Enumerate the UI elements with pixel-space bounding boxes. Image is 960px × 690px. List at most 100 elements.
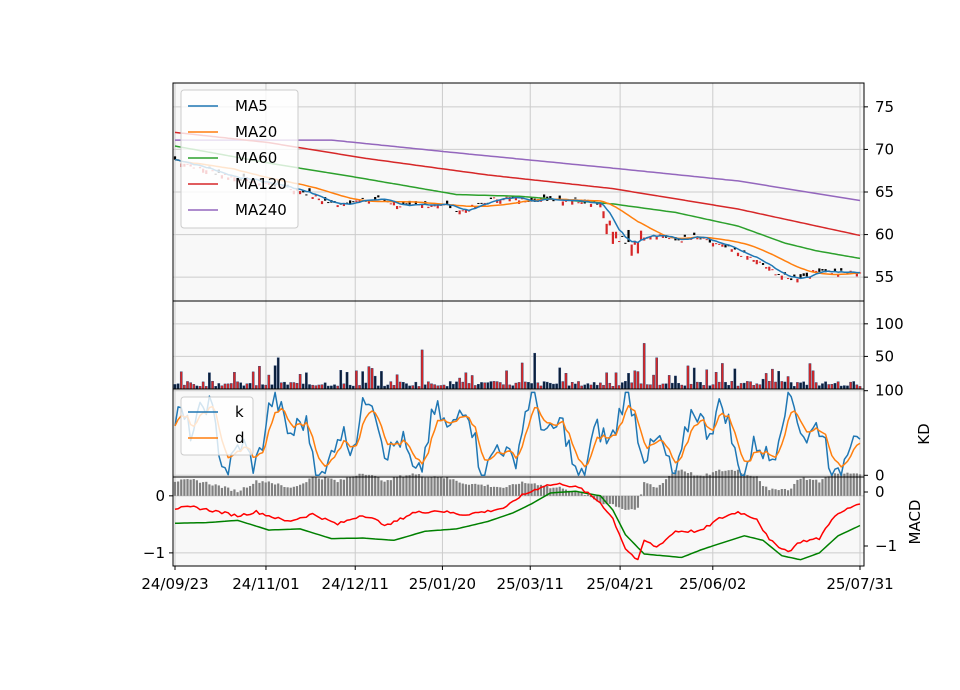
candle-205 — [815, 270, 818, 272]
candle-42 — [305, 194, 308, 196]
volume-bar-141 — [614, 372, 618, 390]
candle-198 — [793, 274, 796, 277]
volume-bar-116 — [536, 382, 540, 390]
legend-label-ma60: MA60 — [235, 149, 277, 167]
candle-174 — [718, 243, 721, 245]
candle-62 — [367, 200, 371, 204]
volume-bar-106 — [505, 370, 508, 390]
volume-bar-147 — [633, 370, 637, 390]
volume-panel-bg — [173, 301, 864, 389]
macd-hist-148 — [636, 495, 640, 508]
macd-hist-60 — [361, 473, 364, 496]
candle-171 — [708, 239, 711, 243]
macd-hist-168 — [699, 475, 702, 496]
candle-124 — [561, 201, 564, 206]
candle-149 — [639, 230, 643, 241]
candle-52 — [336, 205, 339, 208]
candle-121 — [552, 199, 555, 202]
volume-bar-25 — [251, 371, 255, 390]
macd-hist-151 — [646, 483, 649, 496]
volume-bar-29 — [264, 384, 268, 390]
macd-hist-201 — [802, 477, 805, 496]
macd-hist-176 — [724, 470, 727, 496]
volume-bar-125 — [564, 373, 568, 390]
price-ytick-label: 65 — [875, 183, 894, 201]
macd-hist-19 — [233, 489, 236, 496]
macd-hist-181 — [740, 473, 743, 496]
candle-176 — [724, 245, 727, 248]
volume-bar-124 — [561, 381, 565, 390]
macd-hist-92 — [461, 483, 464, 496]
macd-hist-83 — [433, 476, 436, 496]
macd-hist-119 — [546, 485, 549, 496]
volume-bar-59 — [358, 385, 361, 390]
macd-hist-185 — [752, 476, 755, 496]
candle-97 — [477, 202, 480, 204]
volume-bar-62 — [367, 366, 371, 390]
volume-bar-21 — [239, 382, 242, 390]
macd-hist-192 — [774, 489, 777, 496]
candle-60 — [361, 197, 364, 199]
candle-54 — [342, 202, 346, 207]
macd-hist-13 — [214, 484, 217, 496]
macd-hist-53 — [339, 479, 342, 496]
macd-hist-123 — [558, 486, 561, 496]
macd-hist-159 — [671, 473, 674, 496]
candle-46 — [317, 198, 320, 201]
volume-bar-195 — [783, 381, 787, 390]
volume-bar-133 — [589, 384, 593, 390]
volume-bar-212 — [836, 381, 840, 390]
candle-192 — [774, 274, 777, 276]
volume-bar-102 — [492, 381, 496, 390]
volume-bar-89 — [452, 384, 455, 390]
macd-hist-81 — [427, 477, 430, 496]
candle-199 — [796, 278, 799, 283]
macd-hist-41 — [302, 483, 305, 496]
volume-bar-211 — [833, 383, 837, 390]
macd-hist-45 — [314, 477, 317, 496]
volume-bar-192 — [774, 381, 777, 390]
macd-hist-30 — [267, 481, 270, 496]
macd-hist-107 — [508, 485, 511, 496]
candle-166 — [693, 232, 696, 236]
volume-bar-203 — [808, 363, 812, 390]
macd-hist-35 — [283, 487, 286, 496]
macd-hist-173 — [715, 470, 718, 496]
macd-hist-11 — [208, 484, 211, 496]
candle-138 — [605, 223, 608, 235]
macd-hist-2 — [180, 479, 183, 496]
macd-hist-12 — [211, 485, 214, 496]
volume-bar-148 — [636, 371, 640, 390]
macd-hist-136 — [599, 495, 602, 503]
macd-hist-127 — [571, 490, 574, 496]
macd-hist-5 — [189, 479, 192, 496]
macd-hist-160 — [674, 470, 677, 496]
candle-146 — [630, 244, 633, 256]
xtick-label: 25/03/11 — [497, 575, 564, 593]
candle-67 — [383, 199, 386, 201]
candle-184 — [749, 256, 752, 258]
volume-bar-68 — [386, 384, 389, 390]
volume-bar-175 — [721, 363, 724, 390]
macd-hist-54 — [342, 479, 346, 496]
macd-hist-77 — [414, 474, 417, 496]
volume-ytick-label: 100 — [875, 315, 904, 333]
candle-142 — [618, 241, 621, 243]
macd-hist-166 — [693, 475, 696, 496]
macd-hist-154 — [655, 487, 658, 496]
volume-bar-181 — [739, 383, 743, 390]
macd-hist-3 — [183, 479, 186, 496]
volume-bar-81 — [427, 381, 430, 390]
macd-hist-125 — [564, 489, 568, 496]
xtick-label: 25/07/31 — [826, 575, 893, 593]
candle-143 — [621, 235, 624, 237]
candle-64 — [374, 196, 377, 200]
volume-bar-165 — [689, 383, 693, 390]
volume-bar-36 — [286, 384, 289, 390]
volume-bar-53 — [339, 370, 343, 390]
volume-bar-105 — [502, 384, 505, 390]
volume-bar-196 — [786, 376, 790, 390]
macd-hist-219 — [858, 474, 862, 496]
volume-bar-171 — [708, 385, 712, 390]
